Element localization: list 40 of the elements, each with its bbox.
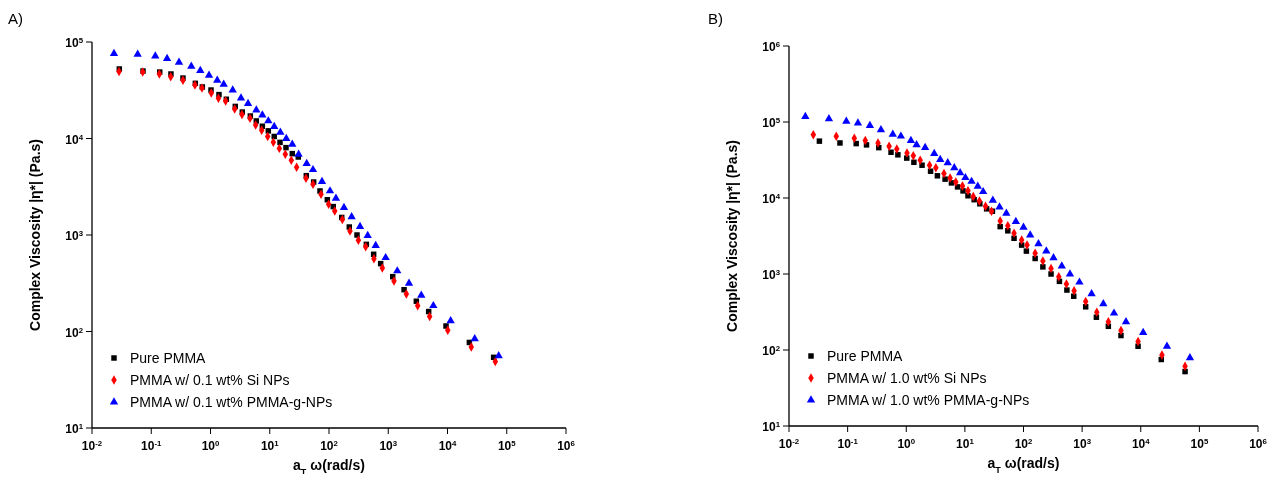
x-axis-title: a$_{T}$ ω(rad/s) — [987, 455, 1060, 475]
x-tick-label: 10$^{3}$ — [379, 438, 398, 453]
y-tick-label: 10$^{1}$ — [65, 421, 84, 436]
x-tick-label: 10$^{6}$ — [557, 438, 576, 453]
x-tick-label: 10$^{-1}$ — [141, 438, 163, 453]
x-tick-label: 10$^{1}$ — [956, 436, 975, 451]
y-tick-label: 10$^{3}$ — [762, 267, 781, 282]
x-tick-label: 10$^{2}$ — [320, 438, 339, 453]
x-tick-label: 10$^{4}$ — [1131, 436, 1151, 451]
y-axis-title: Complex Viscosity |η*| (Pa.s) — [724, 140, 740, 332]
chart-title: B) — [708, 10, 723, 27]
legend-label: PMMA w/ 0.1 wt% PMMA-g-NPs — [130, 394, 333, 410]
y-tick-label: 10$^{2}$ — [762, 343, 781, 358]
x-tick-label: 10$^{1}$ — [260, 438, 280, 453]
legend-label: Pure PMMA — [827, 348, 904, 364]
y-tick-label: 10$^{2}$ — [65, 325, 84, 340]
legend-label: PMMA w/ 0.1 wt% Si NPs — [130, 372, 290, 388]
x-tick-label: 10$^{4}$ — [438, 438, 458, 453]
x-tick-label: 10$^{-1}$ — [837, 436, 859, 451]
y-axis-title: Complex Viscosity |η*| (Pa.s) — [27, 139, 43, 331]
x-tick-label: 10$^{3}$ — [1073, 436, 1092, 451]
x-tick-label: 10$^{-2}$ — [81, 438, 103, 453]
y-tick-label: 10$^{1}$ — [762, 419, 781, 434]
y-tick-label: 10$^{4}$ — [762, 191, 781, 206]
x-tick-label: 10$^{5}$ — [1190, 436, 1209, 451]
legend-label: Pure PMMA — [130, 350, 207, 366]
y-tick-label: 10$^{5}$ — [762, 115, 781, 130]
x-tick-label: 10$^{0}$ — [201, 438, 221, 453]
y-tick-label: 10$^{5}$ — [65, 35, 84, 50]
x-tick-label: 10$^{5}$ — [497, 438, 517, 453]
x-tick-label: 10$^{0}$ — [897, 436, 916, 451]
chart-title: A) — [8, 10, 23, 27]
y-tick-label: 10$^{4}$ — [65, 132, 84, 147]
x-tick-label: 10$^{2}$ — [1014, 436, 1034, 451]
legend-label: PMMA w/ 1.0 wt% Si NPs — [827, 370, 987, 386]
x-tick-label: 10$^{-2}$ — [778, 436, 800, 451]
legend-label: PMMA w/ 1.0 wt% PMMA-g-NPs — [827, 392, 1030, 408]
y-tick-label: 10$^{6}$ — [762, 39, 781, 54]
x-tick-label: 10$^{6}$ — [1249, 436, 1268, 451]
y-tick-label: 10$^{3}$ — [65, 228, 84, 243]
